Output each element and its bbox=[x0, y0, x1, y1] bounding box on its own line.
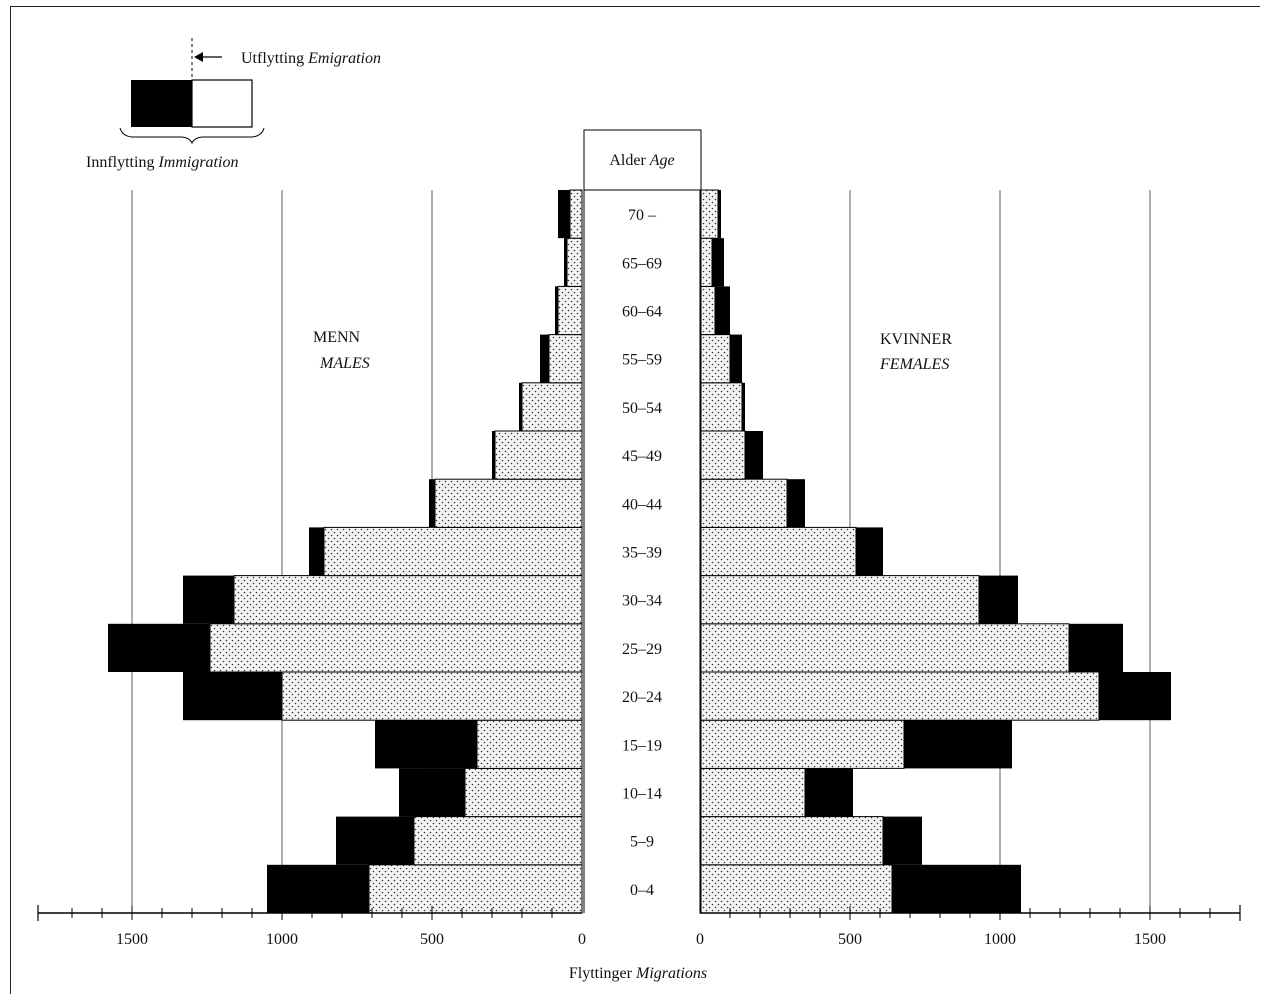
svg-text:Alder Age: Alder Age bbox=[609, 152, 674, 169]
legend-brace-icon bbox=[119, 127, 265, 145]
female-emigration-bar-10-14 bbox=[699, 767, 806, 818]
male-emigration-bar-30-34 bbox=[233, 575, 583, 625]
male-emigration-bar-50-54 bbox=[521, 382, 583, 432]
female-emigration-bar-65-69 bbox=[699, 237, 713, 287]
female-emigration-bar-40-44 bbox=[699, 478, 788, 528]
tick-label-right-500: 500 bbox=[838, 931, 862, 948]
age-label-15-19: 15–19 bbox=[622, 737, 662, 754]
male-emigration-bar-20-24 bbox=[281, 671, 583, 721]
male-emigration-bar-0-4 bbox=[368, 864, 583, 914]
males-label-no: MENN bbox=[313, 329, 361, 346]
female-emigration-bar-0-4 bbox=[699, 864, 893, 914]
age-header-en: Age bbox=[649, 152, 675, 169]
age-labels: 0–4 5–9 10–14 15–19 20–24 25–29 30–34 35–39 40–4… bbox=[622, 207, 662, 899]
male-emigration-bar-70 bbox=[569, 189, 583, 239]
legend-immigration-swatch bbox=[131, 80, 192, 127]
legend: Utflytting Emigration Innflytting Immigr… bbox=[86, 38, 381, 171]
age-label-55-59: 55–59 bbox=[622, 352, 662, 369]
female-emigration-bar-50-54 bbox=[699, 382, 743, 432]
male-emigration-bar-10-14 bbox=[464, 767, 583, 818]
females-label-no: KVINNER bbox=[880, 331, 952, 348]
svg-text:Innflytting Immigration: Innflytting Immigration bbox=[86, 154, 238, 171]
female-emigration-bar-5-9 bbox=[699, 816, 884, 866]
tick-label-left-1000: 1000 bbox=[266, 931, 298, 948]
age-label-40-44: 40–44 bbox=[622, 496, 662, 513]
legend-immigration-label-no: Innflytting bbox=[86, 154, 154, 171]
males-label-en: MALES bbox=[319, 355, 370, 372]
age-label-10-14: 10–14 bbox=[622, 786, 662, 803]
age-label-35-39: 35–39 bbox=[622, 545, 662, 562]
male-emigration-bar-60-64 bbox=[557, 285, 583, 336]
female-emigration-bar-45-49 bbox=[699, 430, 746, 480]
age-label-30-34: 30–34 bbox=[622, 593, 662, 610]
female-emigration-bar-15-19 bbox=[699, 719, 905, 769]
male-emigration-bar-45-49 bbox=[494, 430, 583, 480]
female-emigration-bar-30-34 bbox=[699, 575, 980, 625]
male-emigration-bar-40-44 bbox=[434, 478, 583, 528]
chart-frame bbox=[10, 6, 1260, 994]
female-emigration-bar-70 bbox=[699, 189, 719, 239]
svg-text:Flyttinger Migrations: Flyttinger Migrations bbox=[569, 965, 707, 982]
female-emigration-bar-35-39 bbox=[699, 526, 857, 577]
age-label-0-4: 0–4 bbox=[630, 882, 654, 899]
female-emigration-bar-60-64 bbox=[699, 285, 716, 336]
females-label-en: FEMALES bbox=[879, 356, 949, 373]
male-emigration-bar-65-69 bbox=[566, 237, 583, 287]
tick-label-right-1500: 1500 bbox=[1134, 931, 1166, 948]
legend-immigration-label-en: Immigration bbox=[157, 154, 238, 171]
legend-emigration-label-no: Utflytting bbox=[241, 50, 304, 67]
legend-emigration-label-en: Emigration bbox=[307, 50, 381, 67]
male-emigration-bar-35-39 bbox=[323, 526, 583, 577]
svg-text:Utflytting Emigration: Utflytting Emigration bbox=[241, 50, 381, 67]
legend-arrowhead-icon bbox=[194, 52, 203, 62]
x-axis-title-no: Flyttinger bbox=[569, 965, 633, 982]
age-label-60-64: 60–64 bbox=[622, 304, 662, 321]
male-emigration-bar-25-29 bbox=[209, 623, 583, 673]
tick-label-left-500: 500 bbox=[420, 931, 444, 948]
tick-label-right-0: 0 bbox=[696, 931, 704, 948]
female-emigration-bar-25-29 bbox=[699, 623, 1070, 673]
legend-emigration-swatch bbox=[191, 79, 253, 128]
age-label-70: 70 – bbox=[628, 207, 657, 224]
age-label-45-49: 45–49 bbox=[622, 448, 662, 465]
age-label-5-9: 5–9 bbox=[630, 834, 654, 851]
age-label-50-54: 50–54 bbox=[622, 400, 662, 417]
age-label-25-29: 25–29 bbox=[622, 641, 662, 658]
age-header-no: Alder bbox=[609, 152, 646, 169]
age-label-65-69: 65–69 bbox=[622, 255, 662, 272]
bars bbox=[108, 189, 1171, 914]
age-column-header bbox=[583, 129, 702, 191]
male-emigration-bar-15-19 bbox=[476, 719, 583, 769]
age-label-20-24: 20–24 bbox=[622, 689, 662, 706]
female-emigration-bar-55-59 bbox=[699, 334, 731, 384]
female-emigration-bar-20-24 bbox=[699, 671, 1100, 721]
tick-label-right-1000: 1000 bbox=[984, 931, 1016, 948]
male-emigration-bar-55-59 bbox=[548, 334, 583, 384]
male-emigration-bar-5-9 bbox=[413, 816, 583, 866]
x-axis: 0 0 500 500 1000 1000 1500 1500 bbox=[37, 190, 1241, 948]
x-axis-title-en: Migrations bbox=[635, 965, 707, 982]
tick-label-left-1500: 1500 bbox=[116, 931, 148, 948]
tick-label-left-0: 0 bbox=[578, 931, 586, 948]
